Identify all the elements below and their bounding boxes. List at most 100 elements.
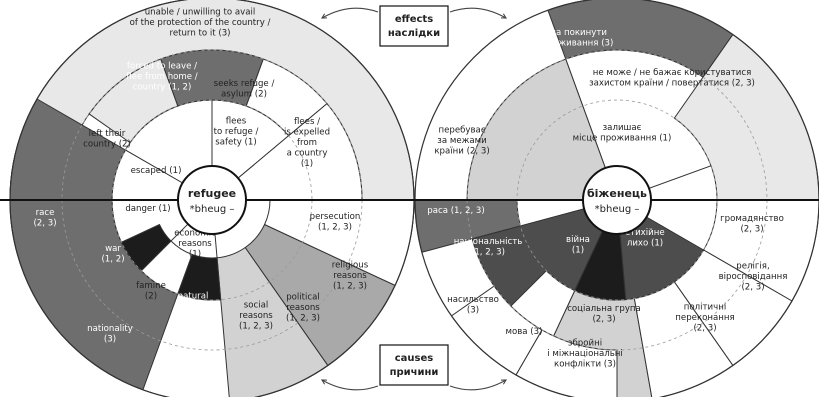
segment-label-ne-mozhe: не може / не бажає користуватися захистом… [589,68,755,89]
center-title: біженець [587,187,647,200]
effects-arrow-right [449,7,507,19]
segment-label-line: to refuge / [214,127,259,137]
segment-label-hromadianstvo: громадянство (2, 3) [720,214,784,235]
segment-label-stykhiine: стихійне лихо (1) [625,228,664,249]
causes-arrow-right [449,379,507,391]
segment-label-line: (2, 3) [33,218,56,228]
center-title: refugee [188,187,236,200]
segment-label-line: (2) [145,291,157,301]
arrowhead [500,379,507,385]
segment-label-line: flees / [294,117,320,127]
center-subtitle: *bheug – [190,204,235,215]
segment-label-left-their-country: left their country (2) [83,129,131,150]
segment-label-line: (1, 2, 3) [333,282,367,292]
segment-label-line: reasons [239,311,273,321]
segment-label-politychni: політичні переконання (2, 3) [675,303,734,334]
segment-label-line: (1, 2, 3) [239,322,273,332]
center-circle [177,165,247,235]
segment-label-line: (3) [104,334,116,344]
causes-label-text: причини [390,367,439,378]
segment-label-economic-reasons: economic reasons (1) [174,229,216,260]
arrowhead [321,379,328,385]
segment-label-line: (1, 2, 3) [471,247,505,257]
segment-label-political-reasons: political reasons (1, 2, 3) [286,293,320,324]
segment-label-line: захистом країни / повертатися (2, 3) [589,78,755,88]
segment-label-sotsialna: соціальна група (2, 3) [567,304,641,325]
segment-label-line: economic [174,229,216,239]
segment-label-line: political [286,293,320,303]
segment-label-line: (1, 2) [101,254,124,264]
causes-label: causes причини [379,344,449,386]
segment-label-line: залишає [603,123,642,133]
segment-label-line: left their [89,129,126,139]
segment-label-line: danger (1) [125,204,170,214]
segment-label-unable-unwilling: unable / unwilling to avail of the protec… [130,8,271,39]
segment-label-line: (1, 2, 3) [286,314,320,324]
segment-label-line: persecution [310,212,361,222]
causes-arrow-left [321,379,379,391]
segment-label-line: flees [226,117,247,127]
segment-label-line: соціальна група [567,304,641,314]
segment-label-line: переконання [675,313,734,323]
segment-label-famine: famine (2) [136,281,166,302]
center-subtitle: *bheug – [595,204,640,215]
causes-label-box [379,344,449,386]
segment-label-line: escaped (1) [131,166,182,176]
segment-label-line: національність [454,237,523,247]
segment-label-social-reasons: social reasons (1, 2, 3) [239,301,273,332]
segment-label-perebuvaie: перебуває за межами країни (2, 3) [434,126,489,157]
segment-label-line: safety (1) [215,138,256,148]
segment-label-seeks-refuge: seeks refuge / asylum (2) [214,79,275,100]
segment-label-forced-to-leave: forced to leave / flee from home / country… [126,62,198,93]
segment-label-line: (1, 2, 3) [318,222,352,232]
segment-label-line: reasons [178,239,212,249]
segment-label-line: не може / не бажає користуватися [593,68,752,78]
effects-label: effects наслідки [379,5,449,47]
segment-label-line: конфлікти (3) [554,360,616,370]
segment-label-line: (2, 3) [741,283,764,293]
effects-label-box [379,5,449,47]
segment-label-line: asylum (2) [221,89,267,99]
causes-label-text: causes [395,353,434,364]
segment-label-rasa: раса (1, 2, 3) [427,206,484,216]
effects-arrow-left [321,7,379,19]
segment-label-line: country (1, 2) [133,83,192,93]
segment-label-line: religious [332,261,369,271]
segment-label-line: reasons [286,303,320,313]
segment-label-race: race (2, 3) [33,208,56,229]
segment-label-line: return to it (3) [169,29,230,39]
segment-label-line: flee from home / [126,72,198,82]
segment-label-mova: мова (3) [506,327,543,337]
segment-label-line: релігія, [736,262,769,272]
effects-label-text: effects [395,14,433,25]
segment-label-line: (2, 3) [592,314,615,324]
segment-label-line: і міжнаціональні [547,349,623,359]
segment-label-line: of the protection of the country / [130,18,271,28]
segment-label-nasylstvo: насильство (3) [447,295,499,316]
segment-label-line: (1) [189,250,201,260]
segment-label-natsionalnist: національність (1, 2, 3) [454,237,523,258]
segment-label-line: (2, 3) [740,224,763,234]
segment-label-line: (2, 3) [693,324,716,334]
segment-label-line: перебуває [438,126,485,136]
diagram-ukrainian: змушена покинути місце проживання (3) не м… [405,0,819,401]
arrowhead [500,13,507,19]
segment-label-line: natural [178,292,209,302]
segment-label-line: стихійне [625,228,664,238]
segment-label-nationality: nationality (3) [87,324,133,345]
segment-label-line: famine [136,281,166,291]
segment-label-line: віросповідання [719,272,788,282]
segment-label-danger: danger (1) [125,204,170,214]
segment-label-line: країни (2, 3) [434,147,489,157]
segment-label-line: unable / unwilling to avail [145,8,256,18]
segment-label-line: race [36,208,55,218]
segment-label-line: (3) [467,305,479,315]
segment-label-escaped: escaped (1) [131,166,182,176]
segment-label-line: country (2) [83,139,131,149]
segment-label-line: мова (3) [506,327,543,337]
center-circle [582,165,652,235]
segment-label-line: is expelled [284,128,330,138]
segment-label-line: раса (1, 2, 3) [427,206,484,216]
